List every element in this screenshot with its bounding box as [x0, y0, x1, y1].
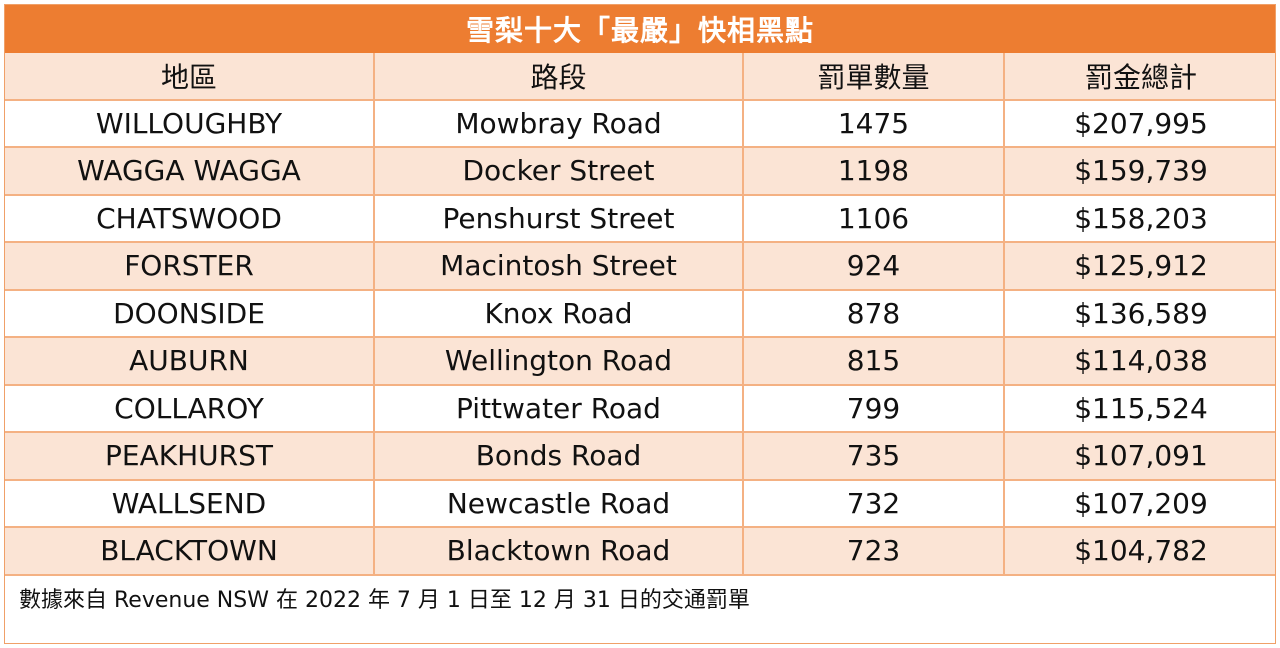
- cell-road: Mowbray Road: [373, 98, 744, 148]
- cell-area: PEAKHURST: [5, 431, 375, 481]
- cell-area: WALLSEND: [5, 478, 375, 528]
- table-title: 雪梨十大「最嚴」快相黑點: [5, 5, 1275, 53]
- table-row: FORSTER Macintosh Street 924 $125,912: [5, 241, 1275, 291]
- cell-area: WAGGA WAGGA: [5, 146, 375, 196]
- cell-fine-count: 732: [742, 478, 1005, 528]
- table-row: AUBURN Wellington Road 815 $114,038: [5, 336, 1275, 386]
- cell-fine-count: 799: [742, 383, 1005, 433]
- cell-fine-count: 1106: [742, 193, 1005, 243]
- cell-area: WILLOUGHBY: [5, 98, 375, 148]
- cell-fine-count: 815: [742, 336, 1005, 386]
- table-row: BLACKTOWN Blacktown Road 723 $104,782: [5, 526, 1275, 576]
- table-row: COLLAROY Pittwater Road 799 $115,524: [5, 383, 1275, 433]
- source-note: 數據來自 Revenue NSW 在 2022 年 7 月 1 日至 12 月 …: [5, 575, 1275, 620]
- header-road: 路段: [373, 53, 744, 101]
- cell-area: COLLAROY: [5, 383, 375, 433]
- cell-fine-total: $114,038: [1003, 336, 1275, 386]
- cell-fine-total: $104,782: [1003, 526, 1275, 576]
- cell-area: FORSTER: [5, 241, 375, 291]
- cell-road: Wellington Road: [373, 336, 744, 386]
- cell-fine-total: $107,209: [1003, 478, 1275, 528]
- cell-fine-count: 723: [742, 526, 1005, 576]
- header-fine-total: 罰金總計: [1003, 53, 1275, 101]
- table-row: WALLSEND Newcastle Road 732 $107,209: [5, 478, 1275, 528]
- cell-road: Pittwater Road: [373, 383, 744, 433]
- cell-fine-count: 878: [742, 288, 1005, 338]
- cell-fine-total: $107,091: [1003, 431, 1275, 481]
- speed-camera-table: 地區 路段 罰單數量 罰金總計 WILLOUGHBY Mowbray Road …: [5, 53, 1275, 576]
- cell-road: Knox Road: [373, 288, 744, 338]
- table-frame: 雪梨十大「最嚴」快相黑點 地區 路段 罰單數量 罰金總計 WILLOUGHBY …: [4, 4, 1276, 644]
- cell-area: AUBURN: [5, 336, 375, 386]
- cell-area: CHATSWOOD: [5, 193, 375, 243]
- header-row: 地區 路段 罰單數量 罰金總計: [5, 53, 1275, 101]
- cell-fine-total: $158,203: [1003, 193, 1275, 243]
- table-row: WILLOUGHBY Mowbray Road 1475 $207,995: [5, 98, 1275, 148]
- cell-road: Macintosh Street: [373, 241, 744, 291]
- cell-fine-total: $159,739: [1003, 146, 1275, 196]
- table-row: CHATSWOOD Penshurst Street 1106 $158,203: [5, 193, 1275, 243]
- cell-area: DOONSIDE: [5, 288, 375, 338]
- cell-fine-total: $115,524: [1003, 383, 1275, 433]
- cell-fine-count: 924: [742, 241, 1005, 291]
- cell-fine-total: $136,589: [1003, 288, 1275, 338]
- cell-fine-total: $207,995: [1003, 98, 1275, 148]
- table-row: PEAKHURST Bonds Road 735 $107,091: [5, 431, 1275, 481]
- header-area: 地區: [5, 53, 375, 101]
- cell-road: Bonds Road: [373, 431, 744, 481]
- cell-road: Penshurst Street: [373, 193, 744, 243]
- cell-fine-total: $125,912: [1003, 241, 1275, 291]
- cell-fine-count: 1198: [742, 146, 1005, 196]
- cell-road: Blacktown Road: [373, 526, 744, 576]
- table-row: DOONSIDE Knox Road 878 $136,589: [5, 288, 1275, 338]
- table-row: WAGGA WAGGA Docker Street 1198 $159,739: [5, 146, 1275, 196]
- cell-fine-count: 735: [742, 431, 1005, 481]
- cell-fine-count: 1475: [742, 98, 1005, 148]
- cell-area: BLACKTOWN: [5, 526, 375, 576]
- cell-road: Newcastle Road: [373, 478, 744, 528]
- cell-road: Docker Street: [373, 146, 744, 196]
- header-fine-count: 罰單數量: [742, 53, 1005, 101]
